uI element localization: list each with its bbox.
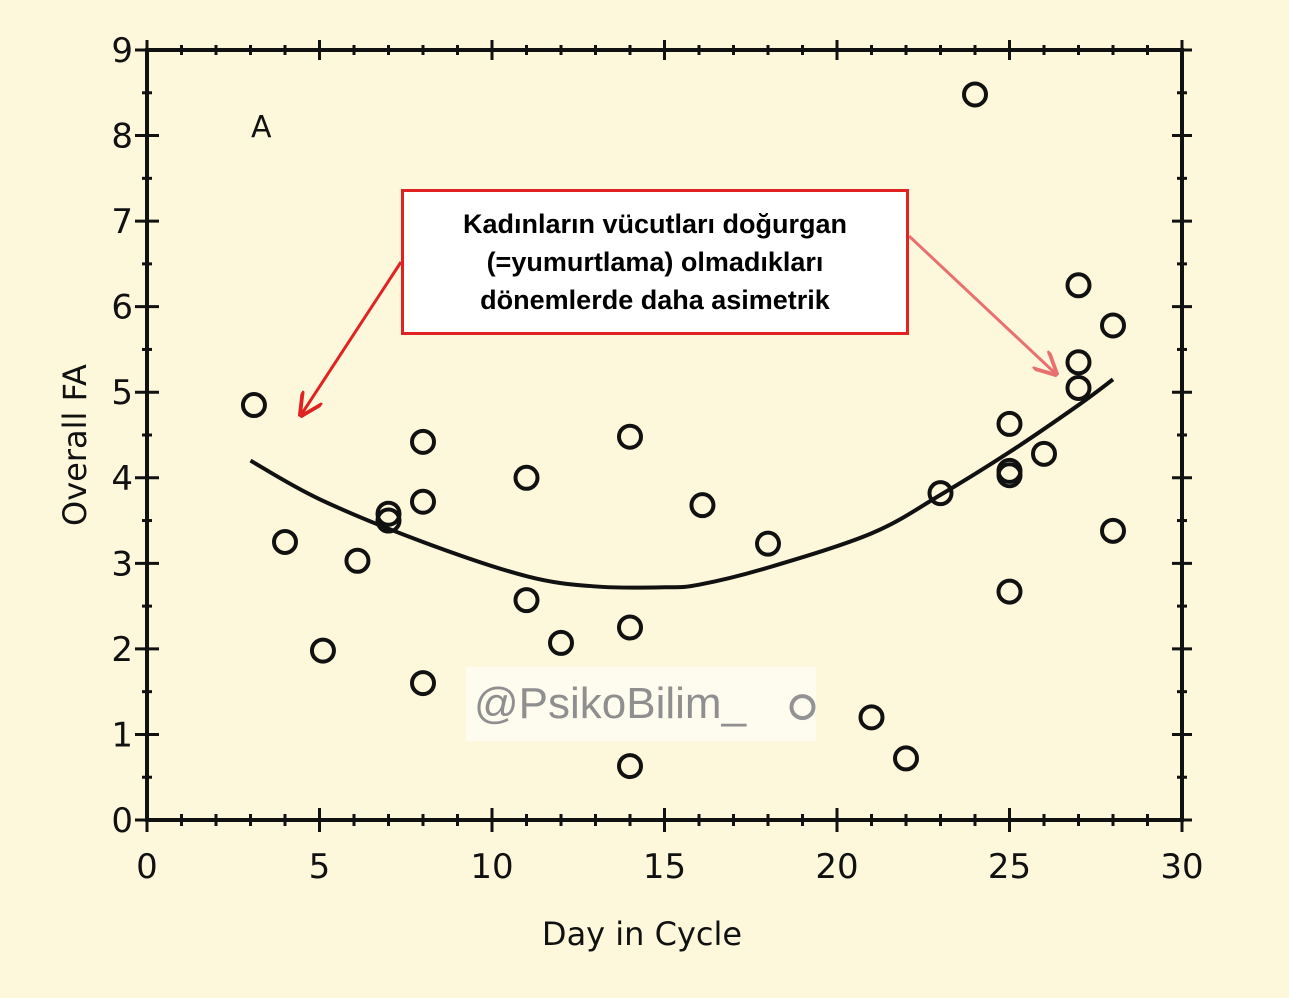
y-tick-label: 0 xyxy=(111,801,133,841)
data-point xyxy=(893,745,919,772)
callout-line-1: Kadınların vücutları doğurgan xyxy=(462,209,848,239)
data-point xyxy=(410,488,436,515)
data-point xyxy=(689,492,716,519)
data-point xyxy=(513,464,540,491)
data-point xyxy=(1100,312,1126,339)
x-tick-label: 30 xyxy=(1160,847,1203,887)
data-point xyxy=(755,530,781,557)
y-tick-label: 5 xyxy=(111,373,133,413)
y-tick-label: 1 xyxy=(111,715,133,755)
data-point xyxy=(410,428,436,455)
y-tick-label: 7 xyxy=(111,202,133,242)
y-tick-label: 2 xyxy=(111,630,133,670)
data-point xyxy=(240,392,267,419)
data-point xyxy=(617,614,643,641)
callout-line-2: (=yumurtlama) olmadıkları xyxy=(486,247,824,277)
data-point xyxy=(344,547,371,574)
watermark: @PsikoBilim_ xyxy=(466,667,816,741)
data-point xyxy=(996,410,1023,437)
data-point xyxy=(1065,349,1092,376)
y-tick-label: 3 xyxy=(111,544,133,584)
data-point xyxy=(548,629,574,656)
data-point xyxy=(927,480,954,507)
y-tick-label: 8 xyxy=(111,117,133,157)
axis-ticks xyxy=(135,40,1192,832)
callout-arrow-right xyxy=(907,234,1056,374)
annotation-callout: Kadınların vücutları doğurgan (=yumurtla… xyxy=(401,189,909,335)
x-tick-label: 25 xyxy=(988,847,1031,887)
data-point xyxy=(858,704,885,731)
data-point xyxy=(996,462,1023,489)
y-axis-title: Overall FA xyxy=(56,364,94,526)
data-point xyxy=(1031,440,1057,467)
data-point xyxy=(962,81,988,108)
data-point xyxy=(996,578,1023,605)
data-point xyxy=(617,423,643,450)
callout-arrow-left xyxy=(301,261,403,415)
panel-label: A xyxy=(251,110,272,145)
tick-labels: 0 5 10 15 20 25 30 0 1 2 3 4 5 6 7 8 9 xyxy=(111,31,1203,887)
data-point xyxy=(617,753,643,780)
data-point xyxy=(410,670,436,697)
fit-curve xyxy=(249,377,1115,590)
x-tick-label: 20 xyxy=(815,847,858,887)
data-point xyxy=(1065,272,1092,299)
data-point xyxy=(1065,374,1092,401)
x-axis-title: Day in Cycle xyxy=(542,915,742,953)
data-point xyxy=(309,637,336,664)
x-tick-label: 10 xyxy=(470,847,513,887)
x-tick-label: 15 xyxy=(643,847,686,887)
data-point xyxy=(375,507,402,534)
y-tick-label: 4 xyxy=(111,459,133,499)
callout-line-3: dönemlerde daha asimetrik xyxy=(480,285,830,315)
x-tick-label: 0 xyxy=(136,847,158,887)
data-point xyxy=(272,528,298,555)
data-point xyxy=(513,587,540,614)
y-tick-label: 6 xyxy=(111,288,133,328)
data-point xyxy=(1100,517,1126,544)
data-points xyxy=(240,81,1126,780)
y-tick-label: 9 xyxy=(111,31,133,71)
x-tick-label: 5 xyxy=(309,847,331,887)
